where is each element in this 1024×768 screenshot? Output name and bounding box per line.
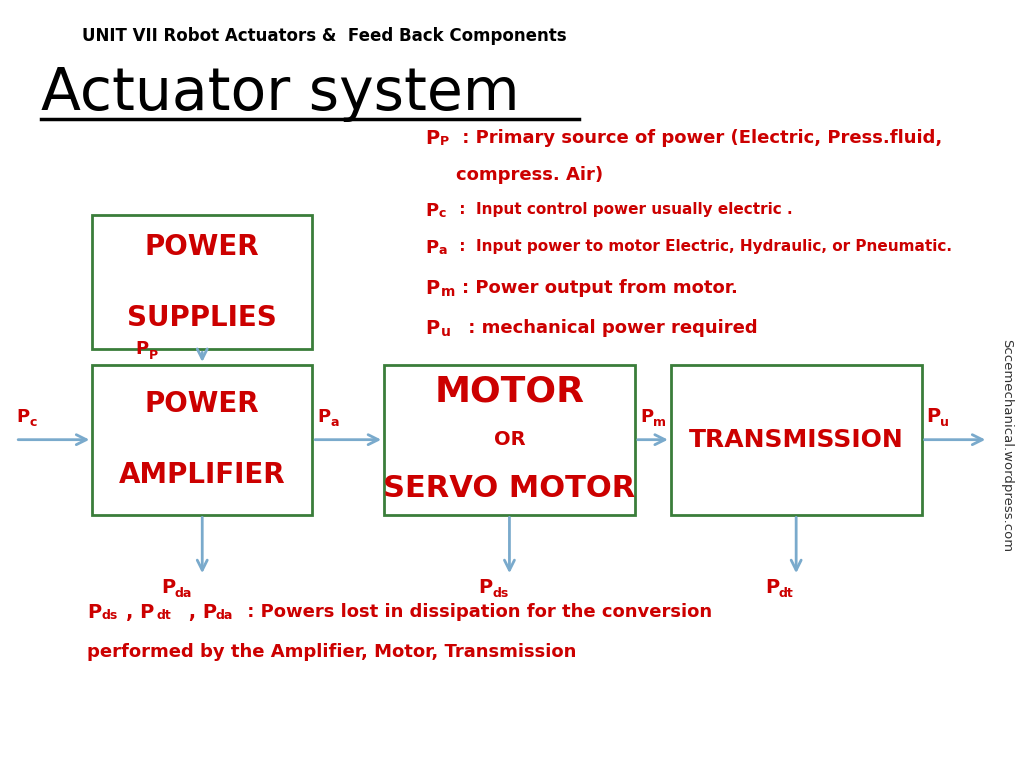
- Text: P: P: [640, 408, 653, 425]
- Text: : Primary source of power (Electric, Press.fluid,: : Primary source of power (Electric, Pre…: [456, 129, 942, 147]
- Text: P: P: [425, 239, 438, 257]
- Text: AMPLIFIER: AMPLIFIER: [119, 461, 286, 489]
- Text: compress. Air): compress. Air): [456, 166, 603, 184]
- Text: P: P: [766, 578, 779, 597]
- Text: Sccemechanical.wordpress.com: Sccemechanical.wordpress.com: [1000, 339, 1013, 552]
- Text: SERVO MOTOR: SERVO MOTOR: [383, 474, 636, 502]
- Text: , P: , P: [126, 603, 155, 622]
- Text: UNIT VII Robot Actuators &  Feed Back Components: UNIT VII Robot Actuators & Feed Back Com…: [82, 27, 566, 45]
- Text: :  Input control power usually electric .: : Input control power usually electric .: [454, 202, 793, 217]
- Text: a: a: [438, 244, 446, 257]
- Text: u: u: [441, 325, 452, 339]
- Text: : mechanical power required: : mechanical power required: [462, 319, 758, 336]
- Text: u: u: [940, 416, 949, 429]
- Text: TRANSMISSION: TRANSMISSION: [689, 428, 903, 452]
- Text: performed by the Amplifier, Motor, Transmission: performed by the Amplifier, Motor, Trans…: [87, 643, 577, 660]
- Text: P: P: [440, 135, 450, 148]
- Text: P: P: [317, 408, 331, 425]
- Bar: [671, 365, 922, 515]
- Text: ds: ds: [101, 609, 118, 622]
- Text: OR: OR: [494, 430, 525, 449]
- Text: m: m: [441, 285, 456, 299]
- Text: c: c: [30, 416, 37, 429]
- Text: P: P: [150, 349, 158, 362]
- Text: , P: , P: [182, 603, 217, 622]
- Text: dt: dt: [157, 609, 171, 622]
- Text: P: P: [425, 319, 439, 338]
- Text: P: P: [425, 129, 439, 148]
- Text: P: P: [479, 578, 493, 597]
- Text: P: P: [927, 407, 941, 426]
- Text: m: m: [653, 416, 667, 429]
- Text: ds: ds: [493, 588, 508, 600]
- Text: c: c: [438, 207, 445, 220]
- Text: da: da: [215, 609, 232, 622]
- Text: da: da: [174, 588, 191, 600]
- Bar: [384, 365, 635, 515]
- Text: MOTOR: MOTOR: [434, 374, 585, 409]
- Text: SUPPLIES: SUPPLIES: [127, 303, 278, 332]
- Text: P: P: [425, 202, 438, 220]
- Bar: [92, 215, 312, 349]
- Text: P: P: [425, 279, 439, 298]
- Text: P: P: [162, 578, 175, 597]
- Text: P: P: [87, 603, 101, 622]
- Text: P: P: [16, 408, 30, 425]
- Text: POWER: POWER: [145, 390, 259, 419]
- Text: Actuator system: Actuator system: [41, 65, 519, 122]
- Text: P: P: [135, 340, 148, 359]
- Text: dt: dt: [779, 588, 794, 600]
- Text: POWER: POWER: [145, 233, 259, 261]
- Text: : Power output from motor.: : Power output from motor.: [462, 279, 737, 296]
- Text: : Powers lost in dissipation for the conversion: : Powers lost in dissipation for the con…: [241, 603, 712, 621]
- Bar: [92, 365, 312, 515]
- Text: a: a: [331, 416, 339, 429]
- Text: :  Input power to motor Electric, Hydraulic, or Pneumatic.: : Input power to motor Electric, Hydraul…: [454, 239, 951, 254]
